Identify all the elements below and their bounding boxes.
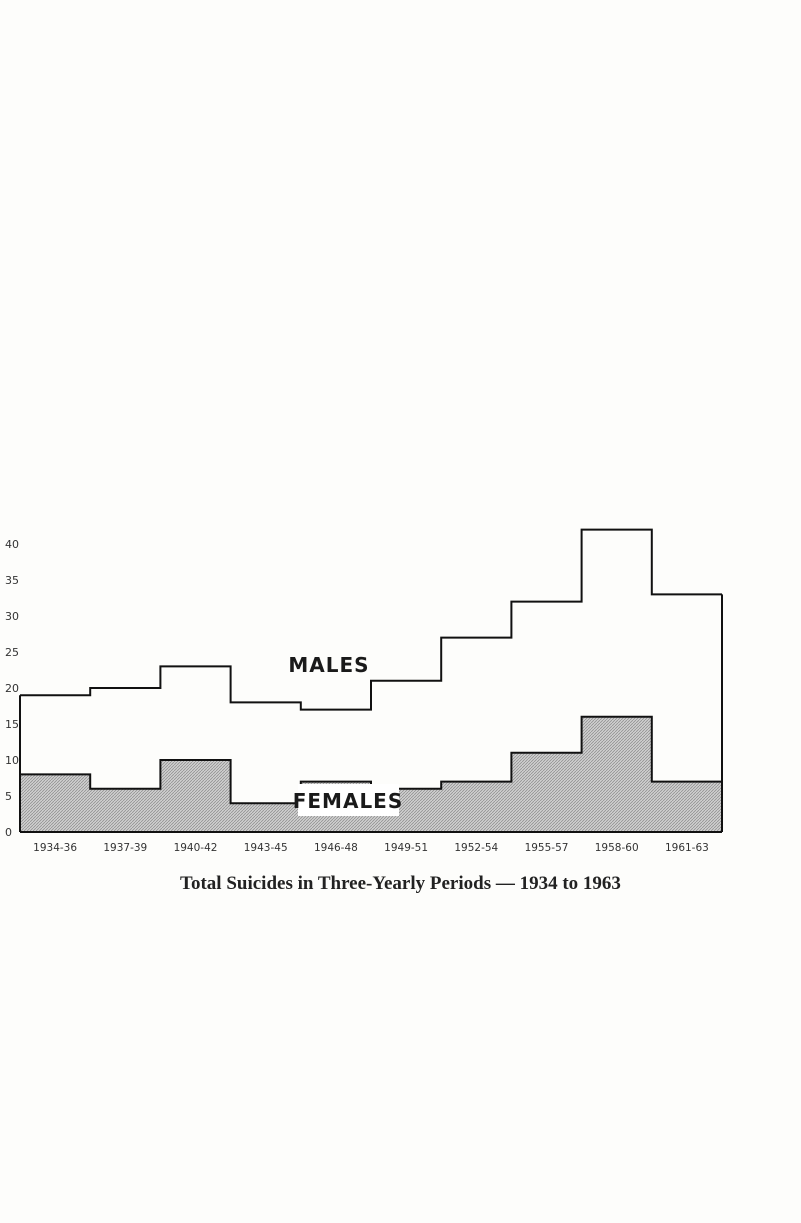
y-tick-label: 40	[5, 538, 19, 551]
chart-title: Total Suicides in Three-Yearly Periods —…	[180, 873, 621, 894]
x-tick-label: 1934-36	[33, 842, 77, 854]
y-tick-label: 35	[5, 574, 19, 587]
x-tick-label: 1952-54	[454, 842, 498, 854]
females-area	[20, 716, 722, 832]
x-tick-label: 1937-39	[103, 842, 147, 854]
x-tick-label: 1961-63	[665, 842, 709, 854]
y-tick-label: 25	[5, 646, 19, 659]
x-tick-label: 1958-60	[595, 842, 639, 854]
y-tick-label: 15	[5, 718, 19, 731]
x-tick-label: 1955-57	[525, 842, 569, 854]
y-tick-label: 5	[5, 790, 12, 803]
x-tick-label: 1943-45	[244, 842, 288, 854]
males-series	[19, 528, 723, 833]
females-series-label: FEMALES	[293, 789, 404, 813]
y-tick-label: 20	[5, 682, 19, 695]
females-label-background	[298, 784, 399, 816]
males-step-line	[20, 528, 722, 711]
x-tick-label: 1940-42	[174, 842, 218, 854]
y-tick-label: 0	[5, 826, 12, 839]
males-series-label: MALES	[288, 653, 369, 677]
x-tick-label: 1946-48	[314, 842, 358, 854]
y-tick-label: 30	[5, 610, 19, 623]
y-tick-label: 10	[5, 754, 19, 767]
x-axis-ticks: 1934-36 1937-39 1940-42 1943-45 1946-48 1949-…	[33, 842, 709, 854]
y-axis-ticks: 0 5 10 15 20 25 30 35 40	[5, 538, 19, 839]
x-tick-label: 1949-51	[384, 842, 428, 854]
